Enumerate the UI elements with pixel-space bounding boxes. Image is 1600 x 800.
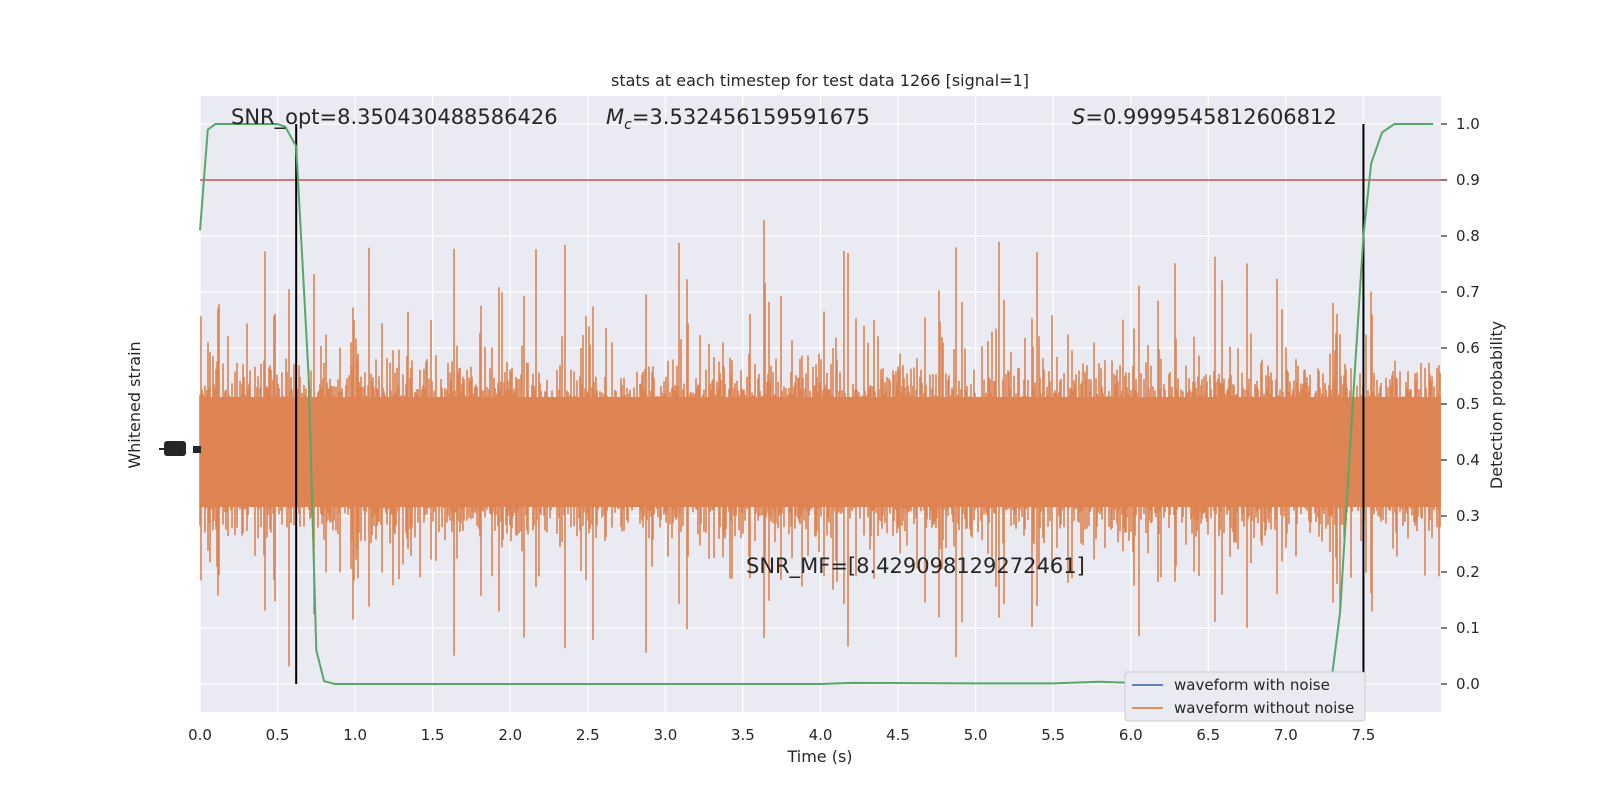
waveform-layer: [199, 220, 1441, 667]
x-tick-label: 0.5: [266, 726, 290, 744]
y-tick-label: 0.5: [1456, 395, 1480, 413]
snr-opt-annotation: SNR_opt=8.350430488586426: [231, 105, 558, 130]
y-tick-label: 0.7: [1456, 283, 1480, 301]
y-tick-label: 0.2: [1456, 563, 1480, 581]
y-axis-label-right: Detection probability: [1487, 321, 1506, 489]
legend-box: [1124, 671, 1366, 722]
chirp-mass-value: =3.532456159591675: [632, 105, 870, 129]
chirp-mass-subscript: c: [624, 117, 632, 133]
x-tick-label: 0.0: [188, 726, 212, 744]
x-tick-label: 7.5: [1352, 726, 1376, 744]
y-tick-label: 0.0: [1456, 675, 1480, 693]
x-tick-label: 4.5: [886, 726, 910, 744]
x-tick-label: 3.5: [731, 726, 755, 744]
x-tick-label: 4.0: [809, 726, 833, 744]
legend-label-without-noise: waveform without noise: [1174, 699, 1354, 717]
x-axis-ticks: 0.0 0.5 1.0 1.5 2.0 2.5 3.0 3.5 4.0 4.5 5.0 5.5 6.0 6…: [188, 726, 1375, 744]
x-tick-label: 1.5: [421, 726, 445, 744]
y-axis-ticks-right: 0.0 0.1 0.2 0.3 0.4 0.5 0.6 0.7 0.8 0.9 1.0: [1441, 115, 1480, 693]
snr-mf-annotation: SNR_MF=[8.429098129272461]: [746, 554, 1085, 579]
x-axis-label: Time (s): [786, 747, 852, 766]
waveform-dense-band: [200, 397, 1441, 507]
series-detection-probability: [199, 123, 1434, 685]
chirp-mass-annotation: Mc=3.532456159591675: [606, 105, 870, 133]
probability-layer: [199, 123, 1441, 685]
legend-label-with-noise: waveform with noise: [1174, 676, 1330, 694]
y-tick-label: 0.4: [1456, 451, 1480, 469]
x-tick-label: 6.0: [1119, 726, 1143, 744]
detection-stat-annotation: S=0.9999545812606812: [1072, 105, 1337, 129]
y-tick-label: 0.9: [1456, 171, 1480, 189]
x-tick-label: 7.0: [1274, 726, 1298, 744]
x-tick-label: 1.0: [343, 726, 367, 744]
detection-stat-symbol: S: [1072, 105, 1085, 129]
x-tick-label: 2.0: [498, 726, 522, 744]
y-tick-label: 1.0: [1456, 115, 1480, 133]
y-tick-label: 0.3: [1456, 507, 1480, 525]
x-tick-label: 5.5: [1041, 726, 1065, 744]
chart-title: stats at each timestep for test data 126…: [611, 71, 1029, 90]
y-tick-label: 0.1: [1456, 619, 1480, 637]
detection-stat-value: =0.9999545812606812: [1085, 105, 1336, 129]
left-axis-tick-cluster: [159, 441, 201, 456]
y-tick-label: 0.6: [1456, 339, 1480, 357]
x-tick-label: 3.0: [653, 726, 677, 744]
x-tick-label: 6.5: [1196, 726, 1220, 744]
y-axis-label-left: Whitened strain: [125, 341, 144, 468]
y-tick-label: 0.8: [1456, 227, 1480, 245]
x-tick-label: 2.5: [576, 726, 600, 744]
chirp-mass-symbol: M: [606, 105, 624, 129]
legend: waveform with noise waveform without noi…: [1124, 671, 1366, 722]
x-tick-label: 5.0: [964, 726, 988, 744]
